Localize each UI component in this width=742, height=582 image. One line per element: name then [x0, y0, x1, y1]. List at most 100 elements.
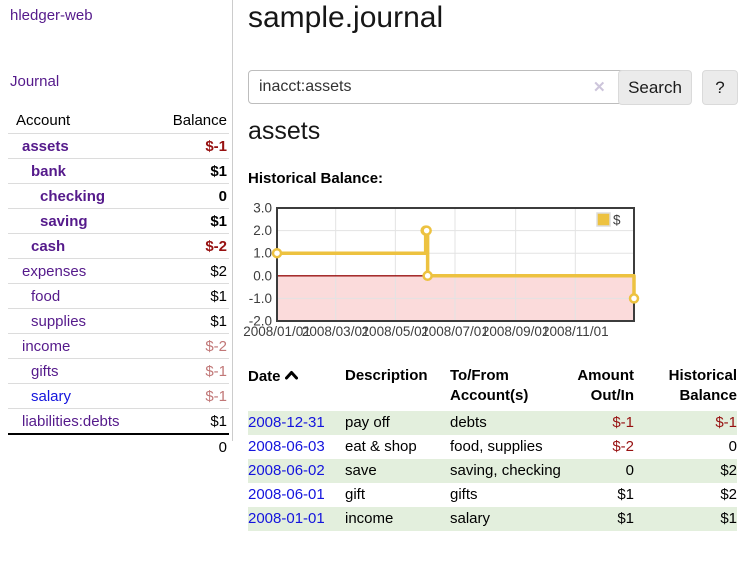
chart-y-tick-label: 3.0	[253, 202, 272, 216]
sidebar-divider	[232, 0, 233, 441]
chart-x-tick-label: 2008/09/01	[482, 324, 550, 339]
clear-search-icon[interactable]: ✕	[593, 79, 606, 96]
account-link-income[interactable]: income	[22, 338, 71, 355]
transaction-description: pay off	[345, 414, 390, 431]
register-row: 2008-01-01 income salary $1 $1	[248, 507, 737, 531]
chart-x-tick-label: 2008/11/01	[542, 324, 609, 339]
account-link-bank[interactable]: bank	[31, 163, 67, 180]
account-link-assets[interactable]: assets	[22, 138, 69, 155]
account-link-cash[interactable]: cash	[31, 238, 66, 255]
register-header-date[interactable]: Date	[248, 366, 345, 406]
accounts-balance-table: Account Balance assets $-1 bank $1 checking 0…	[8, 108, 229, 460]
transaction-date-link[interactable]: 2008-12-31	[248, 414, 325, 431]
accounts-header-account: Account	[16, 112, 71, 129]
accounts-total-row: 0	[8, 433, 229, 460]
transaction-balance: 0	[728, 438, 737, 455]
register-header-accounts: To/From Account(s)	[450, 367, 529, 404]
chart-border	[276, 207, 635, 322]
transaction-accounts: saving, checking	[450, 462, 561, 479]
transaction-balance: $-1	[715, 414, 737, 431]
account-balance: $-2	[205, 238, 227, 255]
transaction-amount: $-2	[612, 438, 634, 455]
account-row: food $1	[8, 283, 229, 308]
chart-x-tick-label: 2008/05/01	[362, 324, 430, 339]
search-input[interactable]	[248, 70, 636, 104]
account-row: cash $-2	[8, 233, 229, 258]
accounts-table-header: Account Balance	[8, 108, 229, 133]
account-balance: $-1	[205, 363, 227, 380]
transaction-description: gift	[345, 486, 366, 503]
account-link-gifts[interactable]: gifts	[31, 363, 59, 380]
chart-y-tick-label: 1.0	[253, 246, 272, 261]
transaction-amount: $1	[617, 510, 634, 527]
register-header-balance: Historical Balance	[668, 367, 737, 404]
sidebar-item-journal[interactable]: Journal	[10, 73, 60, 90]
register-header-description: Description	[345, 367, 428, 384]
account-balance: $-2	[205, 338, 227, 355]
account-row: bank $1	[8, 158, 229, 183]
app-brand-link[interactable]: hledger-web	[10, 7, 93, 24]
account-link-saving[interactable]: saving	[40, 213, 88, 230]
account-balance: $1	[210, 213, 227, 230]
chart-x-tick-label: 2008/03/01	[302, 324, 370, 339]
accounts-header-balance: Balance	[172, 112, 227, 129]
chart-data-point	[271, 247, 283, 259]
transaction-balance: $2	[720, 486, 737, 503]
transaction-description: eat & shop	[345, 438, 417, 455]
account-row: saving $1	[8, 208, 229, 233]
transaction-description: save	[345, 462, 377, 479]
legend-label: $	[613, 213, 621, 228]
account-row: liabilities:debts $1	[8, 408, 229, 433]
register-rows: 2008-12-31 pay off debts $-1 $-1 2008-06-03 ea…	[248, 411, 737, 531]
transaction-date-link[interactable]: 2008-06-03	[248, 438, 325, 455]
account-link-liabilities-debts[interactable]: liabilities:debts	[22, 413, 120, 430]
help-button[interactable]: ?	[702, 70, 738, 105]
transaction-date-link[interactable]: 2008-06-01	[248, 486, 325, 503]
transaction-amount: 0	[625, 462, 634, 479]
legend-swatch	[596, 212, 611, 227]
transaction-accounts: gifts	[450, 486, 478, 503]
transaction-balance: $1	[720, 510, 737, 527]
chart-x-tick-label: 2008/07/01	[421, 324, 489, 339]
account-heading: assets	[248, 117, 321, 145]
account-row: supplies $1	[8, 308, 229, 333]
account-link-salary[interactable]: salary	[31, 388, 72, 405]
chart-svg: 3.0 2.0 1.0 0.0 -1.0 -2.02008/01/012008/03/01…	[243, 201, 640, 339]
chart-y-tick-label: 0.0	[253, 268, 272, 283]
chart-y-tick-label: -1.0	[249, 291, 272, 306]
account-row: assets $-1	[8, 133, 229, 158]
chart-title: Historical Balance:	[248, 170, 384, 187]
register-header-date-label: Date	[248, 368, 281, 385]
account-link-food[interactable]: food	[31, 288, 61, 305]
account-link-supplies[interactable]: supplies	[31, 313, 87, 330]
account-row: expenses $2	[8, 258, 229, 283]
transaction-date-link[interactable]: 2008-01-01	[248, 510, 325, 527]
historical-balance-chart: 3.0 2.0 1.0 0.0 -1.0 -2.0 2008/01/01 2008/03/01…	[240, 201, 642, 344]
chart-data-point	[421, 225, 432, 236]
transaction-description: income	[345, 510, 394, 527]
transaction-accounts: food, supplies	[450, 438, 543, 455]
chart-data-point	[628, 293, 640, 304]
chart-y-tick-label: 2.0	[253, 223, 272, 238]
accounts-total-value: 0	[218, 439, 227, 456]
account-link-expenses[interactable]: expenses	[22, 263, 87, 280]
transaction-date-link[interactable]: 2008-06-02	[248, 462, 325, 479]
account-row: income $-2	[8, 333, 229, 358]
account-balance: 0	[218, 188, 227, 205]
chart-x-tick-label: 2008/01/01	[243, 324, 311, 339]
register-row: 2008-06-02 save saving, checking 0 $2	[248, 459, 737, 483]
register-row: 2008-06-03 eat & shop food, supplies $-2 0	[248, 435, 737, 459]
account-row: salary $-1	[8, 383, 229, 408]
account-balance: $1	[210, 413, 227, 430]
transaction-amount: $-1	[612, 414, 634, 431]
accounts-rows: assets $-1 bank $1 checking 0 saving $1 cash $-2 e…	[8, 133, 229, 433]
transaction-accounts: salary	[450, 510, 491, 527]
account-balance: $2	[210, 263, 227, 280]
transaction-balance: $2	[720, 462, 737, 479]
page-title: sample.journal	[248, 1, 444, 34]
search-button[interactable]: Search	[618, 70, 692, 105]
account-link-checking[interactable]: checking	[40, 188, 106, 205]
sort-ascending-icon	[284, 366, 298, 386]
account-row: gifts $-1	[8, 358, 229, 383]
transaction-amount: $1	[617, 486, 634, 503]
